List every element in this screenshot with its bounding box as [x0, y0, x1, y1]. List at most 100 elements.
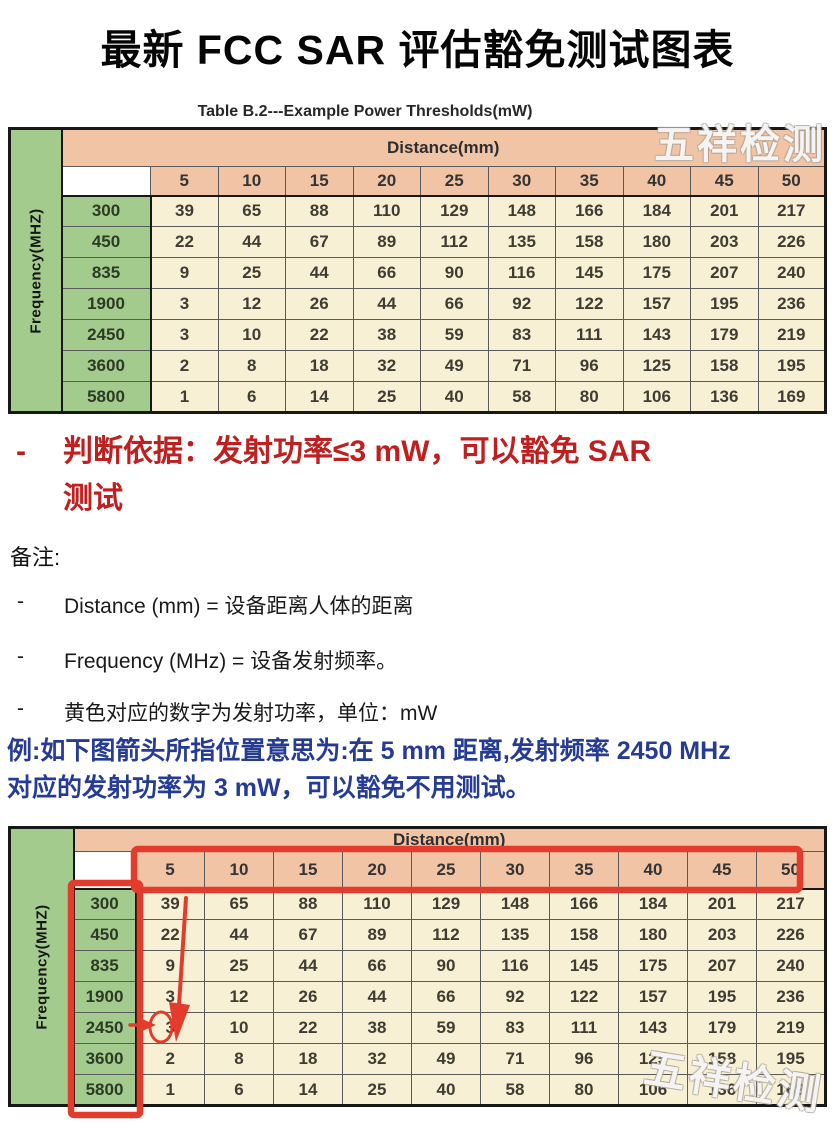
power-value-cell: 135	[480, 919, 550, 951]
table-row: 1900 3 12 26 44 66 92 122 157 195 236	[10, 981, 826, 1013]
power-value-cell: 38	[342, 1012, 412, 1044]
power-value-cell: 65	[204, 888, 274, 920]
power-value-cell: 44	[273, 950, 343, 982]
power-value-cell: 236	[757, 288, 826, 320]
power-value-cell: 59	[411, 1012, 481, 1044]
power-value-cell: 179	[687, 1012, 757, 1044]
power-value-cell: 184	[618, 888, 688, 920]
power-value-cell: 2	[135, 1043, 205, 1075]
frequency-cell: 5800	[61, 381, 152, 413]
table-row: 300 39 65 88 110 129 148 166 184 201 217	[10, 888, 826, 920]
power-value-cell: 66	[342, 950, 412, 982]
power-value-cell: 217	[756, 888, 826, 920]
power-value-cell: 145	[549, 950, 619, 982]
power-value-cell: 6	[217, 381, 286, 413]
distance-value-cell: 15	[285, 166, 354, 197]
power-value-cell: 12	[217, 288, 286, 320]
table-row: 450 22 44 67 89 112 135 158 180 203 226	[10, 919, 826, 951]
power-value-cell: 38	[352, 319, 421, 351]
frequency-cell: 1900	[73, 981, 137, 1013]
distance-value-cell: 20	[352, 166, 421, 197]
power-value-cell: 22	[273, 1012, 343, 1044]
power-value-cell: 44	[342, 981, 412, 1013]
power-threshold-table-annotated: Frequency(MHZ) Distance(mm) 5 10 15 20 25 30 35 4…	[8, 826, 827, 1107]
power-value-cell: 58	[480, 1074, 550, 1106]
power-value-cell: 3	[150, 319, 219, 351]
power-value-cell: 203	[690, 226, 759, 258]
power-value-cell: 83	[480, 1012, 550, 1044]
power-value-cell: 39	[135, 888, 205, 920]
power-value-cell: 217	[757, 195, 826, 227]
power-threshold-table: Frequency(MHZ) Distance(mm) 5 10 15 20 25 30 35 4…	[8, 127, 827, 414]
power-value-cell: 195	[687, 981, 757, 1013]
power-value-cell: 111	[555, 319, 624, 351]
table-row: 450 22 44 67 89 112 135 158 180 203 226	[10, 226, 826, 258]
power-value-cell: 32	[342, 1043, 412, 1075]
notes-heading: 备注:	[10, 545, 61, 570]
distance-value-cell: 10	[217, 166, 286, 197]
power-value-cell: 135	[487, 226, 556, 258]
judgment-text: 判断依据：发射功率≤3 mW，可以豁免 SAR 测试	[63, 428, 833, 522]
table-row: 835 9 25 44 66 90 116 145 175 207 240	[10, 257, 826, 289]
watermark-top: 五祥检测	[654, 123, 826, 167]
distance-value-cell: 50	[756, 851, 826, 890]
power-value-cell: 180	[622, 226, 691, 258]
power-value-cell: 40	[420, 381, 489, 413]
power-value-cell: 67	[273, 919, 343, 951]
power-value-cell: 44	[352, 288, 421, 320]
power-value-cell: 226	[756, 919, 826, 951]
power-value-cell: 3	[135, 981, 205, 1013]
power-value-cell: 26	[273, 981, 343, 1013]
power-value-cell: 14	[273, 1074, 343, 1106]
frequency-cell: 300	[73, 888, 137, 920]
power-value-cell: 158	[549, 919, 619, 951]
frequency-cell: 450	[61, 226, 152, 258]
distance-value-cell: 35	[555, 166, 624, 197]
power-value-cell: 80	[549, 1074, 619, 1106]
example-line-2: 对应的发射功率为 3 mW，可以豁免不用测试。	[7, 774, 531, 802]
power-value-cell: 175	[618, 950, 688, 982]
frequency-cell: 450	[73, 919, 137, 951]
power-value-cell: 219	[757, 319, 826, 351]
power-value-cell: 39	[150, 195, 219, 227]
power-value-cell: 240	[757, 257, 826, 289]
power-value-cell: 110	[352, 195, 421, 227]
bullet-dash: -	[17, 590, 24, 613]
frequency-axis-text: Frequency(MHZ)	[33, 903, 51, 1030]
power-value-cell: 125	[618, 1043, 688, 1075]
power-value-cell: 145	[555, 257, 624, 289]
distance-value-cell: 35	[549, 851, 619, 890]
power-value-cell: 158	[687, 1043, 757, 1075]
table-caption: Table B.2---Example Power Thresholds(mW)	[197, 103, 533, 120]
power-value-cell: 158	[555, 226, 624, 258]
power-value-cell: 3	[135, 1012, 205, 1044]
power-value-cell: 1	[150, 381, 219, 413]
power-value-cell: 122	[549, 981, 619, 1013]
table-row: 5800 1 6 14 25 40 58 80 106 136 169	[10, 381, 826, 413]
power-value-cell: 96	[549, 1043, 619, 1075]
power-value-cell: 179	[690, 319, 759, 351]
frequency-axis-text: Frequency(MHZ)	[27, 207, 45, 334]
distance-value-cell: 15	[273, 851, 343, 890]
power-value-cell: 201	[690, 195, 759, 227]
power-value-cell: 89	[342, 919, 412, 951]
power-value-cell: 22	[150, 226, 219, 258]
power-value-cell: 22	[285, 319, 354, 351]
power-value-cell: 12	[204, 981, 274, 1013]
distance-value-cell: 40	[622, 166, 691, 197]
power-value-cell: 207	[687, 950, 757, 982]
frequency-cell: 300	[61, 195, 152, 227]
power-value-cell: 92	[480, 981, 550, 1013]
power-value-cell: 219	[756, 1012, 826, 1044]
power-value-cell: 88	[285, 195, 354, 227]
power-value-cell: 65	[217, 195, 286, 227]
power-value-cell: 111	[549, 1012, 619, 1044]
distance-value-cell: 20	[342, 851, 412, 890]
note-text: Distance (mm) = 设备距离人体的距离	[64, 595, 414, 618]
power-value-cell: 122	[555, 288, 624, 320]
power-value-cell: 106	[622, 381, 691, 413]
power-value-cell: 8	[204, 1043, 274, 1075]
power-value-cell: 89	[352, 226, 421, 258]
power-value-cell: 166	[549, 888, 619, 920]
power-value-cell: 136	[690, 381, 759, 413]
